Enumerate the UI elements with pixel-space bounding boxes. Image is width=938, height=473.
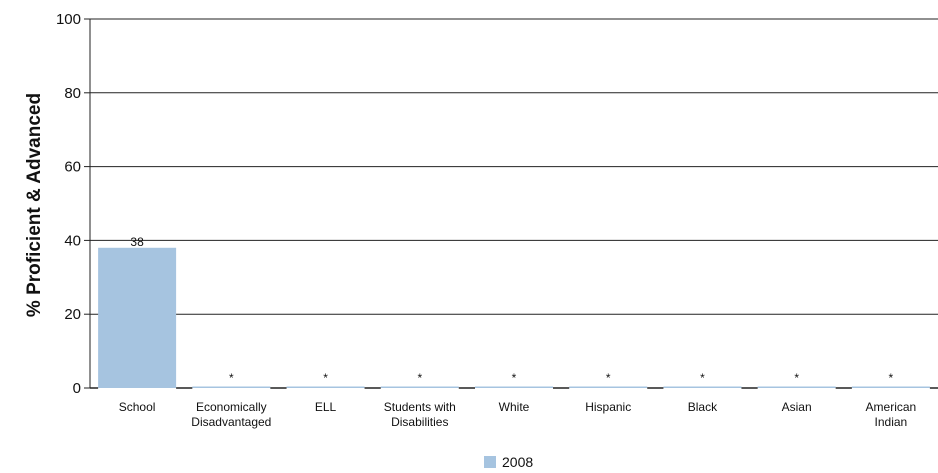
data-label: * <box>794 371 799 385</box>
x-category-label: Hispanic <box>585 400 631 414</box>
x-category-label: American Indian <box>866 400 917 429</box>
axes <box>89 19 938 389</box>
x-category-label: School <box>119 400 156 414</box>
data-label: * <box>417 371 422 385</box>
x-category-label: Students with Disabilities <box>384 400 456 429</box>
data-label: * <box>229 371 234 385</box>
y-tick-label: 80 <box>64 85 81 102</box>
y-tick-label: 40 <box>64 232 81 249</box>
data-label: * <box>889 371 894 385</box>
data-label: * <box>323 371 328 385</box>
legend-label: 2008 <box>502 454 533 470</box>
x-category-label: Asian <box>782 400 812 414</box>
bar <box>851 386 930 388</box>
y-tick-label: 0 <box>73 380 81 397</box>
y-tick-label: 100 <box>56 11 81 28</box>
x-category-label: Economically Disadvantaged <box>191 400 271 429</box>
bar <box>569 386 648 388</box>
bar <box>286 386 365 388</box>
gridlines <box>84 18 938 389</box>
bar <box>98 247 177 388</box>
bar <box>380 386 459 388</box>
y-tick-label: 60 <box>64 159 81 176</box>
x-category-label: White <box>499 400 530 414</box>
legend-swatch <box>484 456 496 468</box>
bar <box>663 386 742 388</box>
bars <box>98 247 930 388</box>
y-tick-label: 20 <box>64 306 81 323</box>
y-tick-labels: 0 20 40 60 80 100 <box>56 11 81 397</box>
data-label: 38 <box>130 235 144 249</box>
legend: 2008 <box>484 454 533 470</box>
data-labels: 38 * * * * * * * * <box>130 235 893 385</box>
data-label: * <box>700 371 705 385</box>
bar <box>192 386 271 388</box>
x-category-label: Black <box>688 400 718 414</box>
bar <box>475 386 553 388</box>
data-label: * <box>512 371 517 385</box>
bar <box>757 386 836 388</box>
x-category-labels: School Economically Disadvantaged ELL Studen… <box>119 400 916 429</box>
data-label: * <box>606 371 611 385</box>
x-category-label: ELL <box>315 400 337 414</box>
y-axis-label: % Proficient & Advanced <box>24 93 45 317</box>
